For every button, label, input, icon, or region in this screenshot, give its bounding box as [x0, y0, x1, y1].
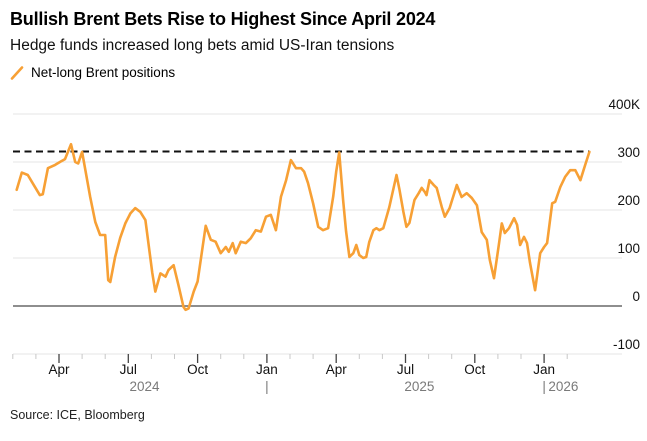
chart-subtitle: Hedge funds increased long bets amid US-…	[10, 37, 395, 54]
year-label: 2026	[548, 379, 578, 394]
x-axis-label: Jul	[397, 362, 414, 377]
y-axis-label: 400K	[608, 97, 640, 112]
year-label: 2024	[129, 379, 160, 394]
x-axis-label: Jan	[256, 362, 278, 377]
year-label: 2025	[404, 379, 434, 394]
x-axis-label: Apr	[48, 362, 70, 377]
y-axis-label: -100	[613, 337, 640, 352]
y-axis-label: 0	[632, 289, 640, 304]
source-note: Source: ICE, Bloomberg	[10, 408, 145, 422]
x-axis-label: Jul	[120, 362, 137, 377]
y-axis-label: 300	[617, 145, 640, 160]
legend-label: Net-long Brent positions	[31, 65, 176, 80]
chart-svg: 400K 300 200 100 0 -100 Apr Jul Oct Jan Apr Jul Oct J…	[12, 97, 640, 394]
legend: Net-long Brent positions	[10, 65, 175, 80]
net-long-brent-line	[15, 142, 591, 312]
chart-title: Bullish Brent Bets Rise to Highest Since…	[10, 9, 436, 29]
y-axis-label: 100	[617, 241, 640, 256]
x-axis-label: Oct	[187, 362, 208, 377]
line-series-icon	[10, 65, 24, 80]
x-axis-label: Apr	[326, 362, 348, 377]
year-separator: |	[265, 379, 269, 394]
x-axis-label: Oct	[464, 362, 485, 377]
y-axis-label: 200	[617, 193, 640, 208]
x-axis-label: Jan	[533, 362, 555, 377]
year-separator: |	[542, 379, 546, 394]
